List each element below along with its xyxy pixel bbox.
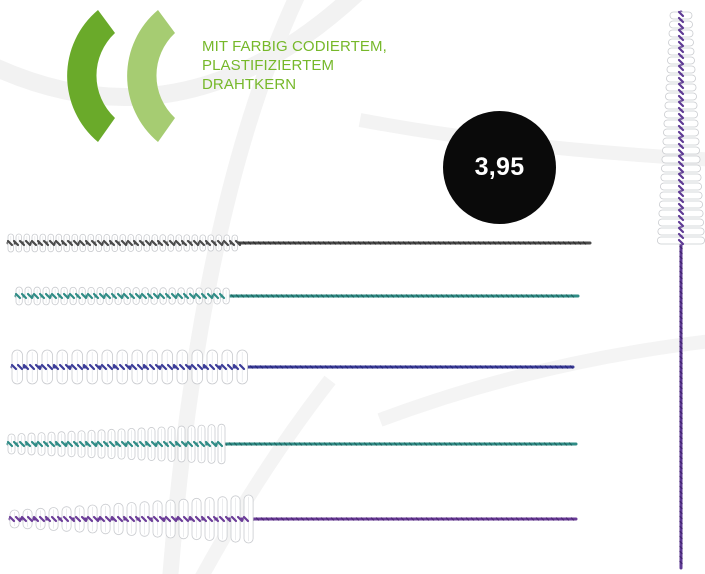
interdental-brush-purple-vertical	[656, 10, 705, 570]
interdental-brush-purple-conical	[8, 494, 578, 544]
brand-logo	[67, 10, 175, 142]
price-label: 3,95	[474, 153, 525, 181]
interdental-brush-grey	[6, 233, 592, 253]
interdental-brush-blue	[10, 349, 575, 385]
interdental-brush-teal	[14, 286, 580, 306]
logo-arc-light	[127, 10, 175, 142]
logo-arc-dark	[67, 10, 115, 142]
interdental-brush-teal-conical	[6, 423, 578, 465]
price-badge: 3,95	[443, 111, 556, 224]
tagline-line-3: DRAHTKERN	[202, 76, 297, 93]
bristles	[9, 494, 254, 544]
tagline-line-2: PLASTIFIZIERTEM	[202, 57, 335, 74]
tagline-line-1: MIT FARBIG CODIERTEM,	[202, 38, 387, 55]
product-tagline: MIT FARBIG CODIERTEM, PLASTIFIZIERTEM DR…	[202, 37, 442, 94]
